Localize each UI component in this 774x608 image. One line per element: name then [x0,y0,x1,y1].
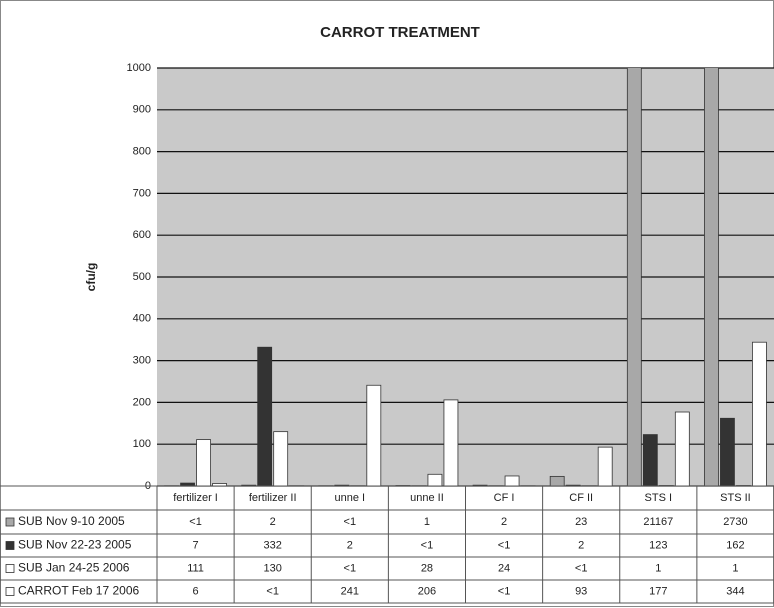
table-cell: 2 [347,539,353,551]
bar [196,439,211,486]
table-cell: <1 [266,585,279,597]
legend-swatch [5,517,15,527]
table-cell: 2 [578,539,584,551]
bar [752,341,767,486]
bar [704,68,719,486]
y-tick-label: 700 [133,187,151,199]
x-tick-label: CF I [494,492,515,504]
table-cell: 1 [424,516,430,528]
table-cell: 2730 [723,516,747,528]
legend-label: SUB Nov 9-10 2005 [18,514,125,528]
chart-title: CARROT TREATMENT [320,24,480,41]
x-tick-label: CF II [569,492,593,504]
legend-label: SUB Nov 22-23 2005 [18,538,132,552]
bars [164,68,767,486]
bar [549,475,565,486]
bar [257,346,273,486]
bar [443,399,459,486]
table-cell: 24 [498,562,510,574]
table-cell: 344 [726,585,744,597]
bar [642,434,658,486]
y-tick-label: 500 [133,271,151,283]
table-cell: 162 [726,539,744,551]
bar [674,411,690,486]
x-tick-label: fertilizer I [173,492,218,504]
legend-swatch [5,541,15,550]
table-cell: <1 [575,562,588,574]
x-tick-label: STS II [720,492,751,504]
y-tick-label: 100 [133,438,151,450]
y-tick-label: 200 [133,396,151,408]
x-tick-label: STS I [645,492,673,504]
table-cell: <1 [498,539,511,551]
table-cell: 130 [264,562,282,574]
bar [626,68,642,486]
table-cell: 1 [732,562,738,574]
x-tick-label: fertilizer II [249,492,297,504]
table-cell: 332 [264,539,282,551]
legend-swatch [5,587,15,596]
bar [212,483,227,486]
bar [597,446,613,486]
table-cell: 123 [649,539,667,551]
table-cell: 21167 [643,516,673,528]
y-tick-label: 900 [133,104,151,116]
bar [427,473,443,486]
table-cell: 2 [270,516,276,528]
table-cell: <1 [344,562,357,574]
legend-swatch [5,564,15,573]
table-cell: <1 [344,516,357,528]
y-tick-label: 1000 [127,62,151,74]
table-cell: 241 [341,585,359,597]
table-cell: 111 [187,562,204,574]
table-cell: <1 [421,539,434,551]
bar [720,417,735,486]
y-tick-label: 300 [133,355,151,367]
y-tick-label: 800 [133,146,151,158]
table-cell: 23 [575,516,587,528]
legend-label: CARROT Feb 17 2006 [18,584,139,598]
legend-label: SUB Jan 24-25 2006 [18,561,130,575]
table-cell: 93 [575,585,587,597]
x-tick-label: unne I [335,492,366,504]
table-cell: 7 [193,539,199,551]
table-cell: 28 [421,562,433,574]
table-cell: 6 [193,585,199,597]
x-tick-label: unne II [410,492,444,504]
table-cell: 1 [655,562,661,574]
bar [273,431,289,486]
table-cell: 177 [649,585,667,597]
bar [366,384,382,486]
table-cell: 206 [418,585,436,597]
table-cell: 2 [501,516,507,528]
y-axis-title: cfu/g [84,263,98,292]
bar [180,482,195,486]
y-tick-label: 600 [133,229,151,241]
table-cell: <1 [189,516,202,528]
bar [504,475,520,486]
y-tick-label: 400 [133,313,151,325]
table-cell: <1 [498,585,511,597]
